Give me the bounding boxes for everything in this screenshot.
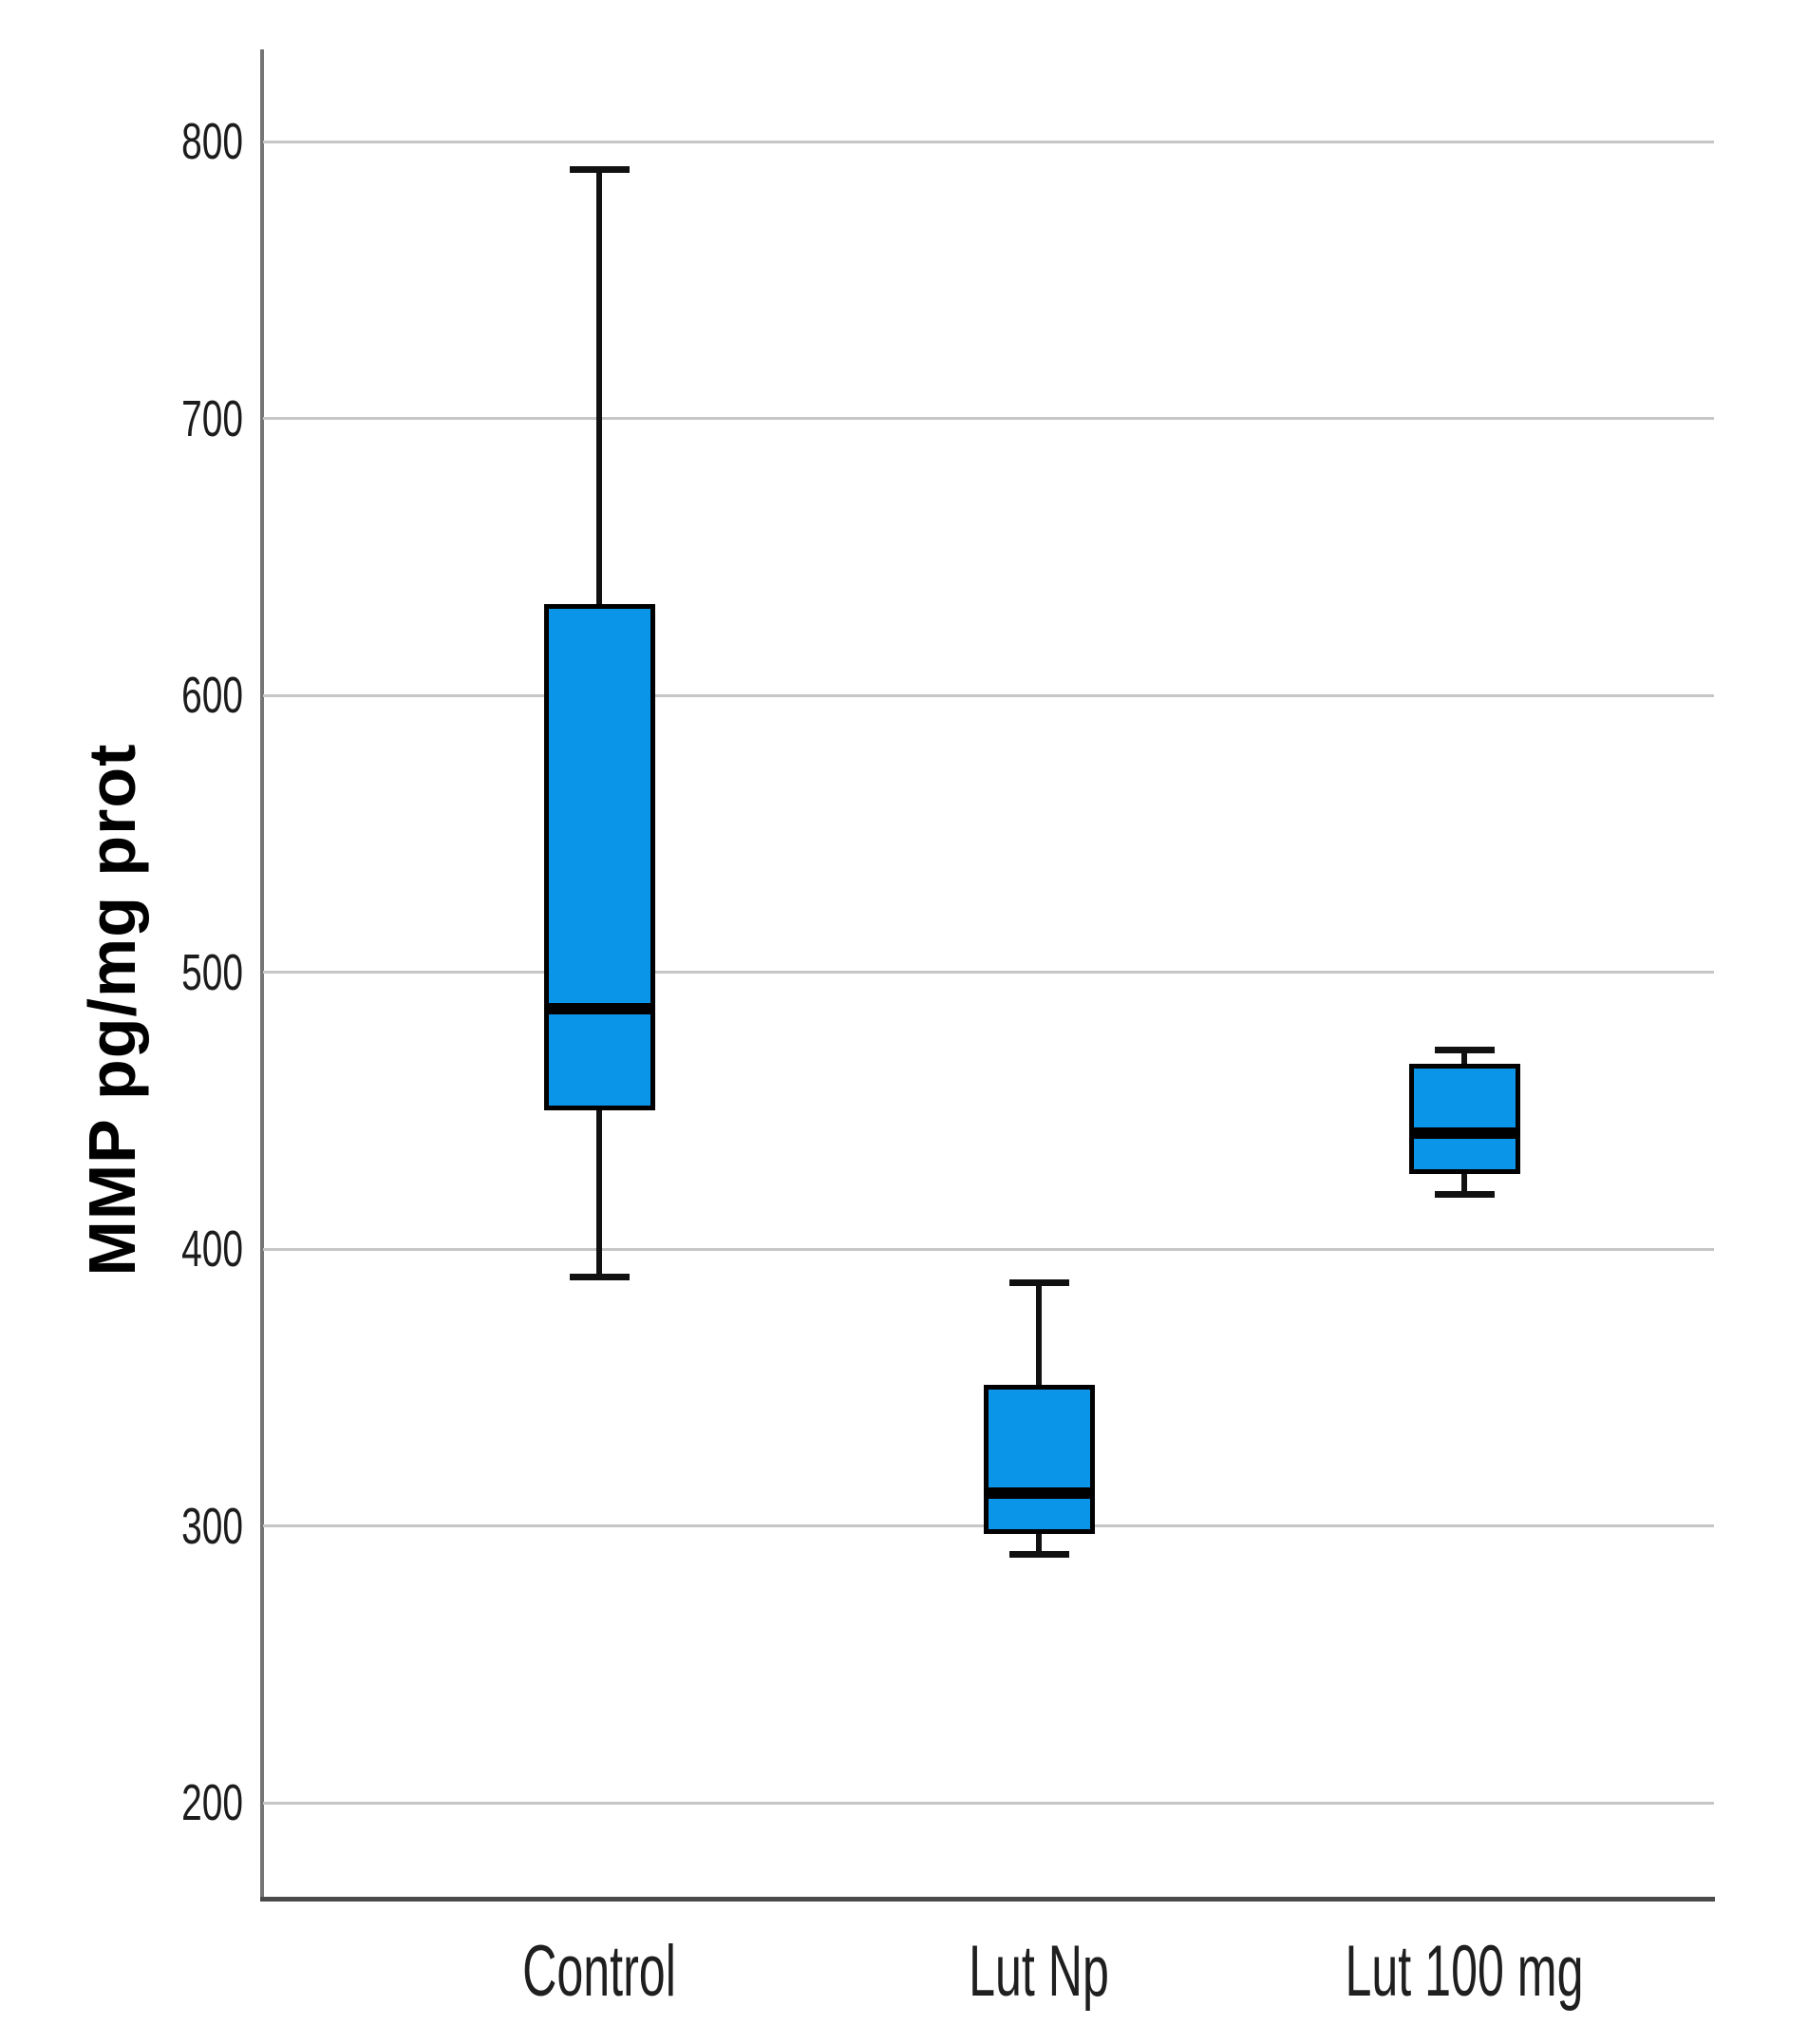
y-tick-label-200: 200	[181, 1774, 243, 1832]
x-tick-label-lut-100-mg: Lut 100 mg	[1345, 1931, 1584, 2012]
whisker-cap-bottom-lut-100-mg	[1434, 1190, 1495, 1198]
gridline-400	[263, 1247, 1714, 1251]
whisker-cap-top-control	[569, 166, 630, 174]
x-axis-line	[260, 1897, 1715, 1902]
gridline-600	[263, 693, 1714, 697]
y-axis-title: MMP pg/mg prot	[75, 743, 149, 1277]
whisker-cap-bottom-control	[569, 1274, 630, 1281]
x-tick-label-control: Control	[522, 1931, 677, 2012]
y-tick-label-500: 500	[181, 943, 243, 1001]
median-control	[543, 1002, 655, 1014]
gridline-700	[263, 417, 1714, 421]
y-tick-label-400: 400	[181, 1221, 243, 1278]
whisker-cap-top-lut-100-mg	[1434, 1047, 1495, 1054]
gridline-500	[263, 971, 1714, 975]
median-lut-100-mg	[1408, 1126, 1520, 1139]
y-axis-line	[260, 49, 264, 1899]
median-lut-np	[983, 1486, 1095, 1499]
whisker-cap-top-lut-np	[1008, 1279, 1069, 1287]
gridline-800	[263, 140, 1714, 143]
box-lut-100-mg	[1408, 1063, 1520, 1175]
y-tick-label-300: 300	[181, 1497, 243, 1555]
plot-area	[263, 49, 1714, 1899]
x-tick-label-lut-np: Lut Np	[969, 1931, 1110, 2012]
y-tick-label-700: 700	[181, 389, 243, 447]
y-tick-label-600: 600	[181, 667, 243, 725]
box-control	[543, 603, 655, 1111]
box-lut-np	[983, 1384, 1095, 1535]
whisker-cap-bottom-lut-np	[1008, 1550, 1069, 1558]
gridline-200	[263, 1801, 1714, 1805]
y-tick-label-800: 800	[181, 113, 243, 171]
